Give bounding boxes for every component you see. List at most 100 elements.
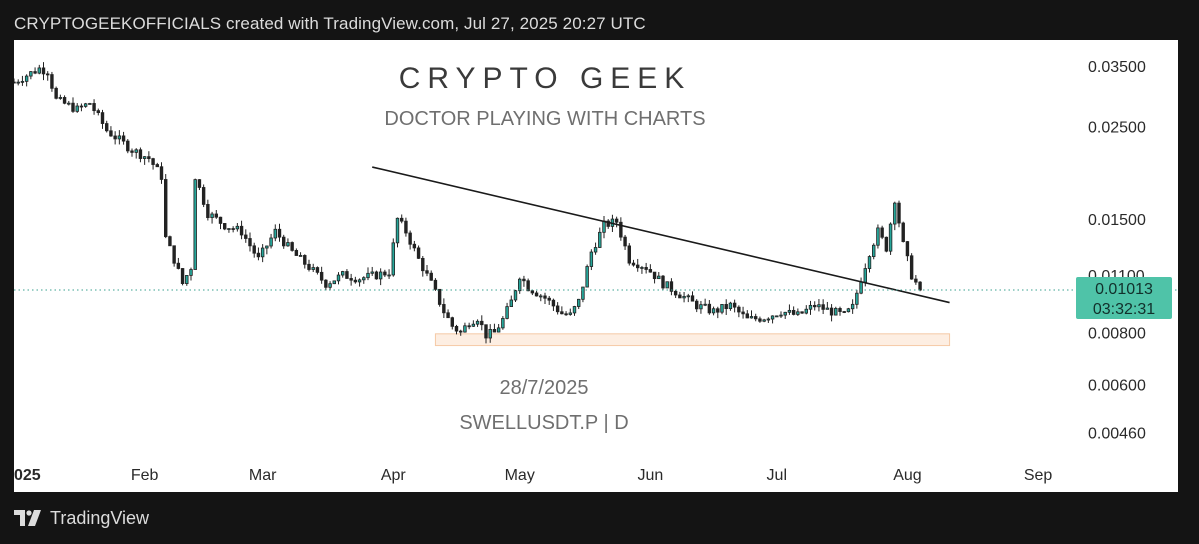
candle xyxy=(577,298,581,310)
x-tick-label: May xyxy=(505,467,535,484)
candle xyxy=(648,264,653,273)
candle xyxy=(779,311,783,318)
candle xyxy=(260,244,265,263)
footer-brand[interactable]: TradingView xyxy=(50,507,150,528)
candle xyxy=(893,201,897,231)
x-tick-label: Aug xyxy=(893,467,921,484)
candle xyxy=(16,79,20,86)
candle xyxy=(273,224,277,242)
candle xyxy=(416,245,421,259)
candle xyxy=(644,262,648,274)
candle xyxy=(46,71,50,81)
last-price-tag: 0.01013 03:32:31 xyxy=(1076,277,1172,320)
candle xyxy=(711,306,716,316)
candle xyxy=(872,243,876,260)
candle xyxy=(159,162,164,184)
candle xyxy=(446,309,450,319)
x-tick-label: Feb xyxy=(131,467,159,484)
candle xyxy=(796,308,800,317)
candle xyxy=(699,300,703,314)
y-tick-label: 0.00600 xyxy=(1088,378,1146,395)
candle xyxy=(901,221,905,243)
candle xyxy=(113,131,117,145)
support-zone-layer xyxy=(434,333,951,347)
candle xyxy=(366,267,370,281)
x-tick-label: Jun xyxy=(637,467,663,484)
candle xyxy=(362,276,366,284)
candle xyxy=(185,275,189,286)
candle xyxy=(534,290,539,297)
last-price-badge xyxy=(1076,277,1172,320)
candle xyxy=(678,291,682,299)
candle xyxy=(117,130,122,145)
candle xyxy=(126,139,130,154)
candle xyxy=(67,100,71,106)
candle xyxy=(134,148,138,159)
candle xyxy=(652,271,657,284)
x-tick-label: Apr xyxy=(381,467,407,484)
candle xyxy=(168,235,172,247)
descending-trendline[interactable] xyxy=(372,166,950,304)
candle xyxy=(429,270,433,281)
candle xyxy=(58,94,63,100)
candle xyxy=(404,217,408,237)
candle xyxy=(530,289,535,296)
candle xyxy=(775,315,779,318)
support-zone xyxy=(434,333,951,347)
candle xyxy=(130,148,134,157)
candle xyxy=(96,108,100,116)
candle xyxy=(838,306,842,316)
candle xyxy=(555,302,560,315)
candle xyxy=(623,234,627,250)
candle xyxy=(252,242,256,258)
candle xyxy=(37,64,41,75)
candle xyxy=(745,310,749,319)
candle xyxy=(821,299,825,315)
candle xyxy=(395,217,400,248)
candle xyxy=(75,103,79,113)
candle xyxy=(766,317,771,323)
candle xyxy=(762,318,766,323)
price-chart[interactable]: 0.035000.025000.015000.011000.008000.006… xyxy=(14,40,1178,492)
candle xyxy=(20,75,25,86)
watermark-subtitle: DOCTOR PLAYING WITH CHARTS xyxy=(384,108,706,130)
candle xyxy=(193,178,197,270)
candle xyxy=(657,272,661,280)
chart-panel[interactable]: 0.03500 0.02500 0.01500 0.01100 0.00800 0.006… xyxy=(14,40,1178,492)
candle xyxy=(716,306,720,319)
candle xyxy=(513,289,518,303)
candle xyxy=(817,299,821,312)
candle xyxy=(298,252,303,257)
candle xyxy=(442,298,446,319)
candle xyxy=(244,229,248,243)
candle xyxy=(231,226,235,233)
candle xyxy=(859,277,863,295)
candle xyxy=(345,269,349,279)
candle xyxy=(720,304,724,315)
bar-countdown: 03:32:31 xyxy=(1093,301,1155,318)
candle xyxy=(728,301,733,311)
candle xyxy=(640,265,644,274)
candle xyxy=(560,306,564,315)
candle xyxy=(627,243,631,266)
candle xyxy=(543,292,547,304)
watermark-symbol: SWELLUSDT.P | D xyxy=(459,412,629,434)
tradingview-logo-icon[interactable] xyxy=(14,510,42,526)
x-axis: 025 Feb Mar Apr May Jun Jul Aug Sep xyxy=(14,467,1052,484)
candle xyxy=(197,179,202,191)
candle xyxy=(383,269,387,278)
candle xyxy=(909,253,914,280)
candle xyxy=(164,174,168,239)
candle xyxy=(425,264,429,277)
candle xyxy=(437,288,442,307)
candle xyxy=(741,306,745,319)
candle xyxy=(206,199,210,221)
candle xyxy=(770,315,775,324)
candle xyxy=(180,268,185,286)
candle xyxy=(501,316,505,330)
candle xyxy=(33,67,37,75)
candle xyxy=(475,319,480,327)
candle xyxy=(210,211,214,224)
candle xyxy=(850,299,855,314)
candle xyxy=(488,324,492,343)
